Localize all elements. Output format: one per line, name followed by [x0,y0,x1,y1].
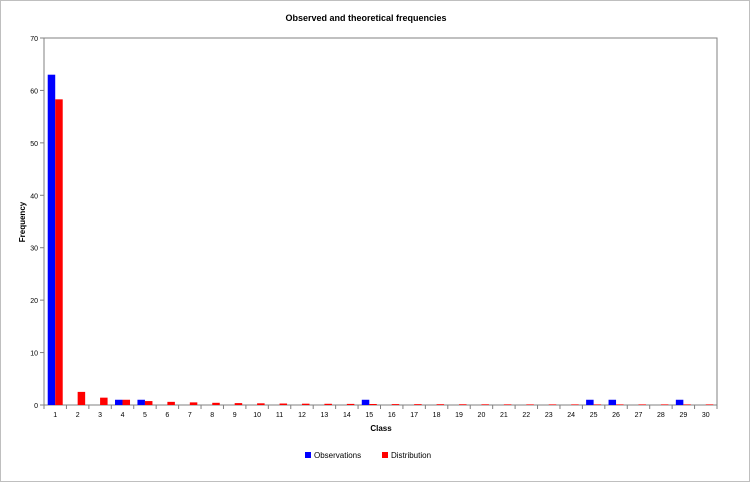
bar-observations [586,399,594,405]
plot-border [43,37,718,406]
y-tick-label: 0 [34,403,38,410]
x-tick-label: 7 [188,412,192,419]
x-tick-label: 4 [121,412,125,419]
x-tick-label: 1 [53,412,57,419]
x-tick-label: 14 [343,412,351,419]
x-tick-label: 24 [567,412,575,419]
x-tick-label: 23 [545,412,553,419]
x-tick-label: 20 [478,412,486,419]
y-tick-label: 20 [30,298,38,305]
bar-observations [47,74,56,405]
bar-distribution [660,404,669,405]
y-tick-label: 40 [30,193,38,200]
chart-title: Observed and theoretical frequencies [285,13,446,23]
bar-distribution [346,403,355,405]
x-tick-label: 15 [365,412,373,419]
bar-observations [115,399,123,405]
legend-swatch-observations [305,452,311,458]
bar-distribution [212,402,220,405]
bar-distribution [481,404,489,405]
x-tick-label: 28 [657,412,665,419]
x-tick-label: 29 [679,412,687,419]
x-tick-label: 8 [210,412,214,419]
x-tick-label: 26 [612,412,620,419]
bar-observations [608,399,617,405]
bar-distribution [616,404,624,405]
legend: Observations Distribution [305,451,431,460]
bar-distribution [571,404,579,405]
bar-distribution [324,403,332,405]
x-tick-label: 5 [143,412,147,419]
legend-swatch-distribution [382,452,388,458]
x-tick-label: 22 [522,412,530,419]
x-tick-label: 30 [702,412,710,419]
bar-distribution [391,404,400,405]
bar-distribution [55,99,63,405]
bar-distribution [257,403,265,405]
x-tick-label: 25 [590,412,598,419]
x-tick-label: 21 [500,412,508,419]
bar-distribution [683,404,691,405]
x-tick-label: 2 [76,412,80,419]
x-tick-label: 12 [298,412,306,419]
bar-distribution [189,402,198,405]
bar-observations [675,399,684,405]
bar-distribution [279,403,288,405]
bar-distribution [638,404,646,405]
legend-label-distribution: Distribution [391,451,431,460]
x-axis-label: Class [370,424,392,433]
bar-observations [361,399,370,405]
bar-distribution [122,399,131,405]
bar-distribution [503,404,512,405]
x-tick-label: 11 [276,412,283,419]
y-tick-label: 70 [30,36,38,43]
bar-distribution [548,404,557,405]
x-tick-label: 9 [233,412,237,419]
y-tick-label: 30 [30,246,38,253]
x-tick-label: 16 [388,412,396,419]
x-tick-label: 3 [98,412,102,419]
bar-distribution [414,404,422,405]
y-axis-label: Frequency [18,201,27,242]
legend-label-observations: Observations [314,451,361,460]
x-tick-label: 6 [165,412,169,419]
bar-observations [137,399,145,405]
x-tick-label: 27 [635,412,643,419]
x-tick-label: 10 [253,412,261,419]
bar-distribution [234,403,243,405]
bar-distribution [436,404,445,405]
bar-distribution [705,404,714,405]
x-tick-label: 18 [433,412,441,419]
x-tick-label: 13 [321,412,329,419]
bar-distribution [100,397,108,405]
bar-distribution [301,403,310,405]
bar-distribution [459,404,467,405]
bar-distribution [526,404,534,405]
bar-distribution [144,401,153,405]
x-tick-label: 19 [455,412,463,419]
x-tick-label: 17 [410,412,418,419]
bar-distribution [77,391,86,405]
bar-distribution [167,401,175,405]
y-tick-label: 50 [30,141,38,148]
y-tick-label: 60 [30,88,38,95]
y-tick-label: 10 [30,351,38,358]
bar-distribution [369,404,377,405]
bar-distribution [593,404,602,405]
